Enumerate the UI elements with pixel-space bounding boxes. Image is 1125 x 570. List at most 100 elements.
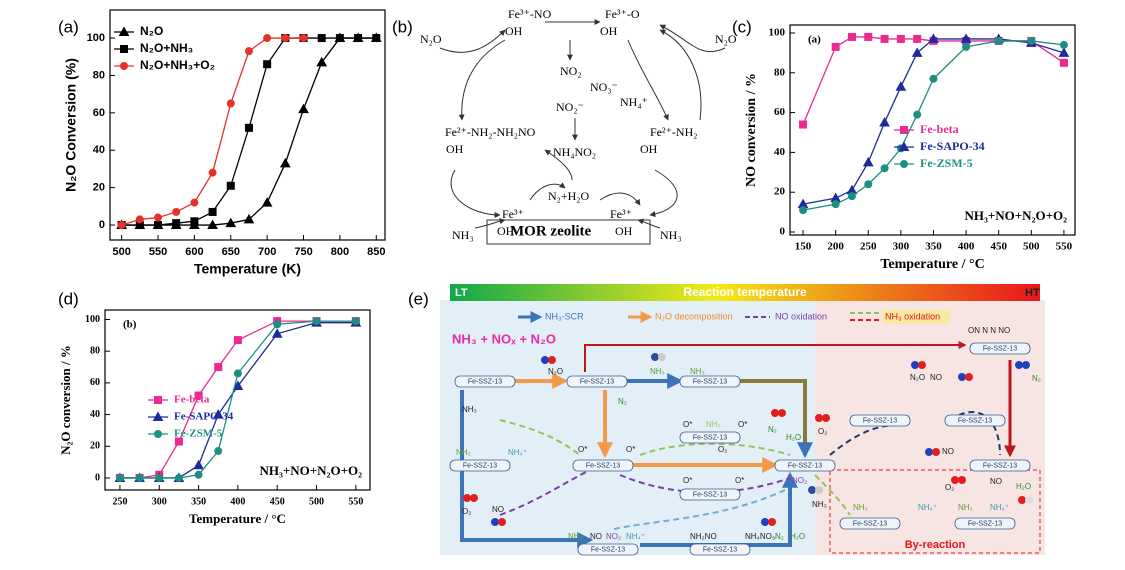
reaction-label: NO₂⁻ bbox=[556, 100, 584, 114]
reaction-label: N₂O bbox=[420, 32, 442, 46]
catalyst-box bbox=[679, 488, 741, 501]
marker bbox=[174, 437, 183, 446]
catalyst-label: Fe-SSZ-13 bbox=[788, 462, 822, 469]
x-tick-label: 200 bbox=[827, 241, 844, 253]
cycle-arrows bbox=[439, 19, 726, 229]
legend-label: Fe-beta bbox=[920, 122, 959, 136]
marker bbox=[279, 157, 291, 168]
x-tick-label: 800 bbox=[331, 246, 349, 258]
molecule-atom bbox=[768, 518, 776, 526]
molecule-atom bbox=[761, 518, 769, 526]
x-tick-label: 700 bbox=[258, 246, 276, 258]
x-tick-label: 400 bbox=[958, 241, 975, 253]
annotation: (b) bbox=[123, 319, 137, 331]
species-label: N₂ bbox=[775, 532, 784, 541]
molecule-atom bbox=[925, 448, 933, 456]
reaction-label: MOR zeolite bbox=[510, 223, 592, 239]
marker bbox=[880, 34, 889, 43]
reaction-label: NH₄⁺ bbox=[620, 95, 648, 109]
legend-label: NH₃-SCR bbox=[545, 311, 584, 321]
x-tick-label: 500 bbox=[309, 496, 324, 507]
legend-label: NO oxidation bbox=[775, 311, 827, 321]
y-tick-label: 60 bbox=[93, 107, 105, 119]
ht-region bbox=[815, 300, 1045, 555]
temperature-bar bbox=[450, 284, 1040, 301]
legend-marker bbox=[154, 396, 162, 404]
marker bbox=[208, 207, 217, 216]
annotation: NH₃+NO+N₂O+O₂ bbox=[964, 208, 1067, 223]
species-label: NH₂NO bbox=[690, 532, 717, 541]
y-axis-label: N₂O Conversion (%) bbox=[63, 58, 79, 192]
annotation: (a) bbox=[808, 34, 821, 46]
legend-marker bbox=[900, 160, 908, 168]
banner-left: LT bbox=[455, 287, 468, 299]
legend-label: N₂O+NH₃ bbox=[140, 41, 193, 55]
marker bbox=[172, 207, 181, 216]
legend-marker bbox=[154, 430, 162, 438]
catalyst-label: Fe-SSZ-13 bbox=[580, 378, 614, 385]
y-tick-label: 40 bbox=[774, 146, 786, 158]
marker bbox=[831, 42, 840, 51]
x-tick-label: 300 bbox=[152, 496, 167, 507]
species-label: N₂ bbox=[618, 397, 627, 406]
molecule-atom bbox=[815, 486, 823, 494]
y-tick-label: 80 bbox=[774, 66, 786, 78]
catalyst-label: Fe-SSZ-13 bbox=[693, 434, 727, 441]
marker bbox=[226, 181, 235, 190]
marker bbox=[298, 103, 309, 114]
legend-highlight bbox=[882, 310, 950, 324]
y-tick-label: 20 bbox=[774, 186, 786, 198]
reaction-label: Fe³⁺-O bbox=[605, 7, 640, 21]
species-label: NH₄⁺ bbox=[990, 503, 1009, 512]
marker bbox=[261, 197, 273, 207]
molecule-atom bbox=[491, 518, 499, 526]
lt-region bbox=[440, 300, 815, 555]
x-tick-label: 600 bbox=[185, 246, 203, 258]
marker bbox=[911, 47, 923, 57]
marker bbox=[994, 36, 1003, 45]
molecule-atom bbox=[658, 353, 666, 361]
molecule-atom bbox=[1018, 496, 1026, 504]
marker bbox=[351, 317, 360, 326]
marker bbox=[232, 380, 244, 391]
catalyst-box bbox=[774, 459, 836, 472]
marker bbox=[281, 34, 290, 43]
catalyst-label: Fe-SSZ-13 bbox=[983, 462, 1017, 469]
species-label: NO bbox=[590, 532, 602, 541]
pathway-arrows bbox=[460, 341, 1016, 548]
marker bbox=[862, 156, 874, 167]
x-tick-label: 300 bbox=[893, 241, 910, 253]
catalyst-label: Fe-SSZ-13 bbox=[703, 546, 737, 553]
molecule-atom bbox=[932, 448, 940, 456]
marker bbox=[799, 206, 808, 215]
species-label: O₂ bbox=[945, 483, 954, 492]
panel-label: (b) bbox=[392, 17, 413, 36]
marker bbox=[172, 219, 181, 228]
reaction-label: Fe³⁺ bbox=[610, 207, 632, 221]
y-tick-label: 0 bbox=[99, 219, 105, 231]
catalyst-box bbox=[954, 517, 1016, 530]
marker bbox=[929, 74, 938, 83]
marker bbox=[273, 320, 282, 329]
marker bbox=[847, 192, 856, 201]
x-tick-label: 500 bbox=[1023, 241, 1040, 253]
species-label: NH₄NO₃ bbox=[745, 532, 775, 541]
marker bbox=[244, 123, 253, 132]
x-tick-label: 150 bbox=[795, 241, 812, 253]
species-label: N₂ bbox=[768, 425, 777, 434]
catalyst-label: Fe-SSZ-13 bbox=[693, 378, 727, 385]
marker bbox=[212, 409, 224, 419]
catalyst-label: Fe-SSZ-13 bbox=[968, 520, 1002, 527]
x-tick-label: 550 bbox=[348, 496, 363, 507]
marker bbox=[233, 369, 242, 378]
molecule-atom bbox=[498, 518, 506, 526]
y-tick-label: 100 bbox=[85, 314, 100, 325]
species-label: O* bbox=[735, 476, 744, 485]
reaction-label: N₂+H₂O bbox=[548, 189, 589, 203]
reaction-label: Fe³⁺ bbox=[502, 207, 524, 221]
marker bbox=[1059, 58, 1068, 67]
legend-label: Fe-SAPO-34 bbox=[920, 139, 985, 153]
legend-marker bbox=[898, 141, 910, 151]
species-label: N₂ bbox=[1032, 374, 1041, 383]
marker bbox=[194, 470, 203, 479]
